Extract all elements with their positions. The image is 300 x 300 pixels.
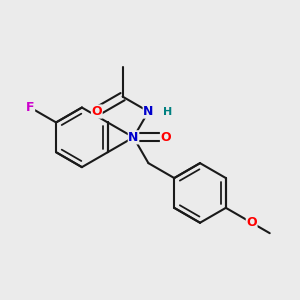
- Text: N: N: [128, 131, 139, 144]
- Text: O: O: [92, 105, 102, 118]
- Text: O: O: [246, 216, 257, 229]
- Text: F: F: [26, 101, 34, 114]
- Text: H: H: [163, 106, 172, 116]
- Text: O: O: [160, 131, 171, 144]
- Text: N: N: [143, 105, 154, 118]
